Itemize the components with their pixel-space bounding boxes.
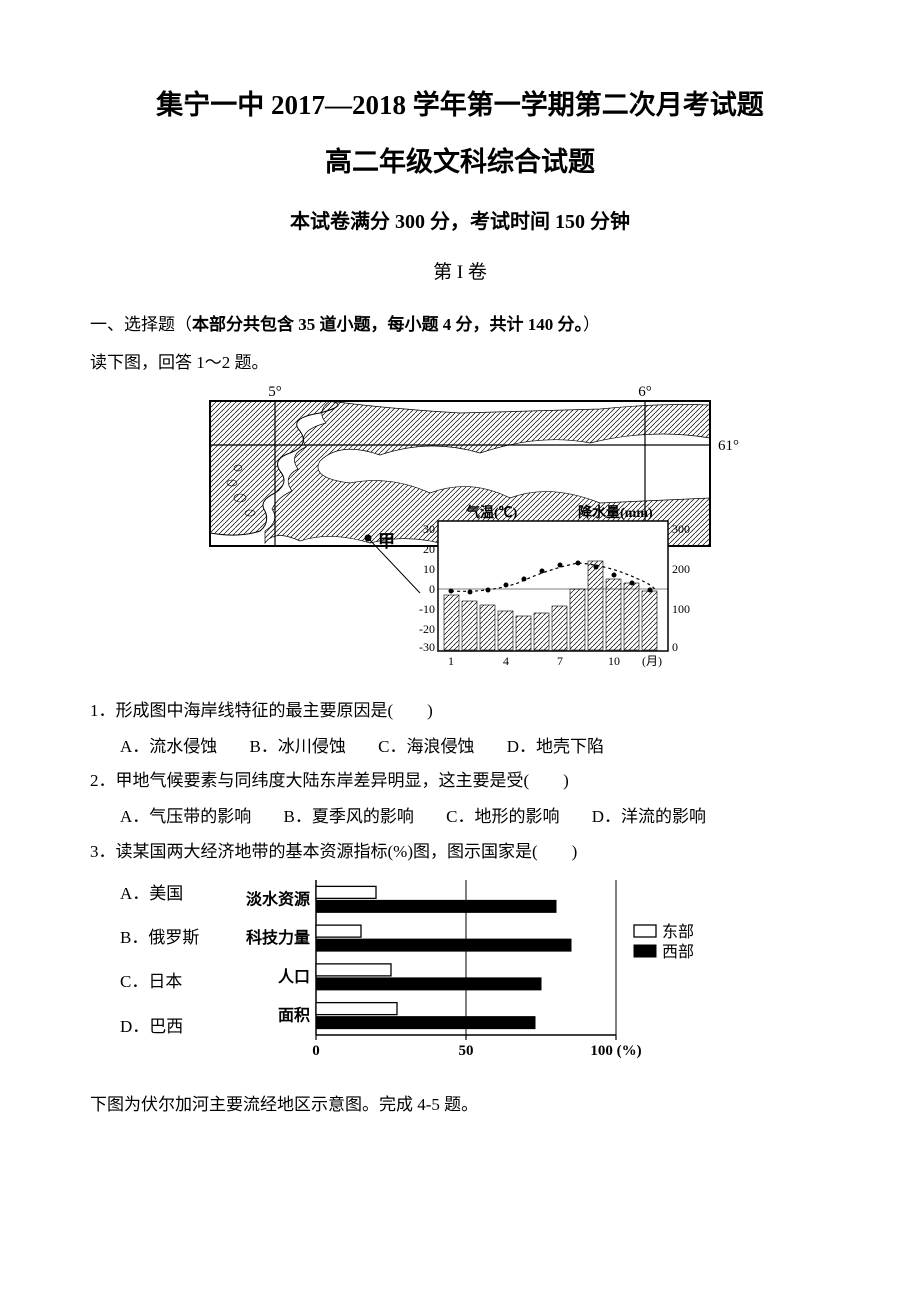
svg-text:6°: 6°: [638, 384, 652, 400]
instruction-2: 下图为伏尔加河主要流经地区示意图。完成 4-5 题。: [90, 1089, 830, 1121]
q1-optB: B．冰川侵蚀: [250, 731, 346, 763]
q3-optC: C．日本: [120, 960, 199, 1004]
q2-optC: C．地形的影响: [446, 801, 559, 833]
svg-text:100 (%): 100 (%): [591, 1043, 642, 1059]
svg-text:61°: 61°: [718, 438, 739, 454]
svg-text:50: 50: [459, 1043, 474, 1059]
svg-text:1: 1: [448, 654, 454, 668]
q2-optB: B．夏季风的影响: [284, 801, 414, 833]
svg-text:0: 0: [672, 640, 678, 654]
title-sub: 高二年级文科综合试题: [90, 137, 830, 188]
svg-text:科技力量: 科技力量: [246, 928, 310, 947]
q1-text: 1．形成图中海岸线特征的最主要原因是( ): [90, 695, 830, 727]
svg-text:10: 10: [423, 562, 435, 576]
section-intro-suffix: ）: [583, 315, 600, 334]
q1-optA: A．流水侵蚀: [120, 731, 217, 763]
svg-text:300: 300: [672, 522, 690, 536]
svg-text:降水量(mm): 降水量(mm): [578, 504, 653, 521]
q1-optD: D．地壳下陷: [507, 731, 604, 763]
q3-text: 3．读某国两大经济地带的基本资源指标(%)图，图示国家是( ): [90, 836, 830, 868]
q3-optB: B．俄罗斯: [120, 916, 199, 960]
q1-options: A．流水侵蚀 B．冰川侵蚀 C．海浪侵蚀 D．地壳下陷: [90, 731, 830, 763]
q2-options: A．气压带的影响 B．夏季风的影响 C．地形的影响 D．洋流的影响: [90, 801, 830, 833]
svg-text:东部: 东部: [662, 923, 694, 941]
svg-text:100: 100: [672, 602, 690, 616]
q2-text: 2．甲地气候要素与同纬度大陆东岸差异明显，这主要是受( ): [90, 765, 830, 797]
section-intro-bold: 本部分共包含 35 道小题，每小题 4 分，共计 140 分。: [192, 315, 583, 334]
svg-text:20: 20: [423, 542, 435, 556]
q3-optD: D．巴西: [120, 1005, 199, 1049]
volume-label: 第 I 卷: [90, 255, 830, 291]
svg-text:气温(℃): 气温(℃): [465, 504, 518, 521]
svg-text:0: 0: [429, 582, 435, 596]
svg-text:-30: -30: [419, 640, 435, 654]
svg-text:淡水资源: 淡水资源: [246, 889, 310, 908]
instruction-1: 读下图，回答 1～2 题。: [90, 347, 830, 379]
svg-text:甲: 甲: [378, 532, 395, 551]
svg-text:0: 0: [313, 1043, 321, 1059]
svg-text:200: 200: [672, 562, 690, 576]
section-intro-prefix: 一、选择题（: [90, 315, 192, 334]
q1-optC: C．海浪侵蚀: [378, 731, 474, 763]
svg-text:5°: 5°: [268, 384, 282, 400]
figure-map-climate: 5° 6° 61° 甲 气温(℃) 降水量(mm): [90, 383, 830, 684]
q2-optD: D．洋流的影响: [592, 801, 706, 833]
q2-optA: A．气压带的影响: [120, 801, 251, 833]
svg-text:面积: 面积: [278, 1007, 310, 1025]
svg-text:-20: -20: [419, 622, 435, 636]
svg-text:西部: 西部: [662, 943, 694, 961]
section-intro: 一、选择题（本部分共包含 35 道小题，每小题 4 分，共计 140 分。）: [90, 309, 830, 341]
q3-bar-chart: 0 50 100 (%) 淡水资源科技力量人口面积 东部西部: [221, 872, 830, 1073]
q3-options: A．美国 B．俄罗斯 C．日本 D．巴西: [90, 872, 199, 1049]
svg-text:10: 10: [608, 654, 620, 668]
svg-text:人口: 人口: [278, 968, 310, 986]
svg-text:30: 30: [423, 522, 435, 536]
q3-optA: A．美国: [120, 872, 199, 916]
svg-text:(月): (月): [642, 654, 662, 668]
svg-text:7: 7: [557, 654, 563, 668]
title-main: 集宁一中 2017—2018 学年第一学期第二次月考试题: [90, 80, 830, 131]
svg-text:-10: -10: [419, 602, 435, 616]
svg-text:4: 4: [503, 654, 509, 668]
exam-info: 本试卷满分 300 分，考试时间 150 分钟: [90, 203, 830, 241]
